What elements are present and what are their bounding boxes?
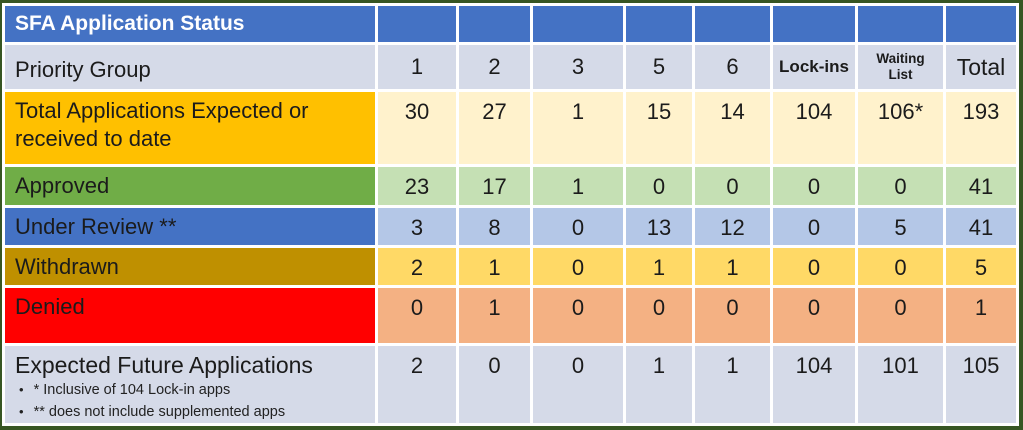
table-row-denied: Denied 0 1 0 0 0 0 0 1 <box>5 288 1016 343</box>
value-cell: 2 <box>378 248 456 285</box>
table-row-column-headers: Priority Group 1 2 3 5 6 Lock-ins Waitin… <box>5 45 1016 89</box>
table-row-header-band: SFA Application Status <box>5 6 1016 42</box>
footnote-text: ** does not include supplemented apps <box>33 403 286 420</box>
value-cell: 0 <box>533 208 623 245</box>
table-row-approved: Approved 23 17 1 0 0 0 0 41 <box>5 167 1016 205</box>
value-cell: 0 <box>533 288 623 343</box>
value-cell: 106* <box>858 92 943 164</box>
value-cell: 0 <box>858 288 943 343</box>
value-cell: 1 <box>695 346 770 424</box>
row-header-priority-group: Priority Group <box>5 45 375 89</box>
value-cell: 0 <box>378 288 456 343</box>
value-cell: 104 <box>773 92 855 164</box>
sfa-status-table: SFA Application Status Priority Group 1 … <box>2 3 1019 427</box>
value-cell: 0 <box>626 288 692 343</box>
value-cell: 0 <box>459 346 530 424</box>
value-cell: 0 <box>695 288 770 343</box>
value-cell: 0 <box>773 208 855 245</box>
value-cell: 0 <box>533 346 623 424</box>
value-cell: 17 <box>459 167 530 205</box>
row-label-denied: Denied <box>5 288 375 343</box>
header-spacer-cell <box>773 6 855 42</box>
column-header-5: 5 <box>626 45 692 89</box>
value-cell: 0 <box>773 248 855 285</box>
header-spacer-cell <box>695 6 770 42</box>
column-header-total: Total <box>946 45 1016 89</box>
value-cell: 0 <box>858 167 943 205</box>
column-header-lock-ins: Lock-ins <box>773 45 855 89</box>
page-title: SFA Application Status <box>5 6 375 42</box>
value-cell: 1 <box>626 346 692 424</box>
value-cell: 1 <box>459 288 530 343</box>
value-cell: 41 <box>946 167 1016 205</box>
footnote-supplemented: • ** does not include supplemented apps <box>15 402 367 424</box>
bullet-icon: • <box>19 403 24 419</box>
value-cell: 105 <box>946 346 1016 424</box>
value-cell: 13 <box>626 208 692 245</box>
value-cell: 0 <box>773 288 855 343</box>
value-cell: 23 <box>378 167 456 205</box>
value-cell: 1 <box>533 167 623 205</box>
value-cell: 8 <box>459 208 530 245</box>
expected-future-label: Expected Future Applications <box>15 352 313 378</box>
value-cell: 0 <box>533 248 623 285</box>
value-cell: 41 <box>946 208 1016 245</box>
row-label-total-applications: Total Applications Expected or received … <box>5 92 375 164</box>
header-spacer-cell <box>626 6 692 42</box>
value-cell: 12 <box>695 208 770 245</box>
value-cell: 15 <box>626 92 692 164</box>
footnote-lock-ins: • * Inclusive of 104 Lock-in apps <box>15 380 367 402</box>
value-cell: 104 <box>773 346 855 424</box>
row-label-approved: Approved <box>5 167 375 205</box>
value-cell: 0 <box>858 248 943 285</box>
value-cell: 30 <box>378 92 456 164</box>
column-header-waiting-list: Waiting List <box>858 45 943 89</box>
header-spacer-cell <box>858 6 943 42</box>
value-cell: 1 <box>695 248 770 285</box>
table-row-expected-future: Expected Future Applications • * Inclusi… <box>5 346 1016 424</box>
table-row-under-review: Under Review ** 3 8 0 13 12 0 5 41 <box>5 208 1016 245</box>
header-spacer-cell <box>946 6 1016 42</box>
column-header-2: 2 <box>459 45 530 89</box>
table-row-withdrawn: Withdrawn 2 1 0 1 1 0 0 5 <box>5 248 1016 285</box>
row-label-under-review: Under Review ** <box>5 208 375 245</box>
value-cell: 1 <box>459 248 530 285</box>
header-spacer-cell <box>533 6 623 42</box>
value-cell: 3 <box>378 208 456 245</box>
row-label-expected-future: Expected Future Applications • * Inclusi… <box>5 346 375 424</box>
value-cell: 5 <box>858 208 943 245</box>
row-label-withdrawn: Withdrawn <box>5 248 375 285</box>
column-header-6: 6 <box>695 45 770 89</box>
value-cell: 2 <box>378 346 456 424</box>
value-cell: 193 <box>946 92 1016 164</box>
header-spacer-cell <box>459 6 530 42</box>
value-cell: 27 <box>459 92 530 164</box>
value-cell: 14 <box>695 92 770 164</box>
value-cell: 0 <box>626 167 692 205</box>
value-cell: 1 <box>533 92 623 164</box>
value-cell: 1 <box>626 248 692 285</box>
column-header-1: 1 <box>378 45 456 89</box>
table-row-total-applications: Total Applications Expected or received … <box>5 92 1016 164</box>
value-cell: 1 <box>946 288 1016 343</box>
bullet-icon: • <box>19 381 24 397</box>
header-spacer-cell <box>378 6 456 42</box>
column-header-3: 3 <box>533 45 623 89</box>
value-cell: 0 <box>773 167 855 205</box>
value-cell: 5 <box>946 248 1016 285</box>
value-cell: 0 <box>695 167 770 205</box>
value-cell: 101 <box>858 346 943 424</box>
footnote-text: * Inclusive of 104 Lock-in apps <box>33 381 231 398</box>
